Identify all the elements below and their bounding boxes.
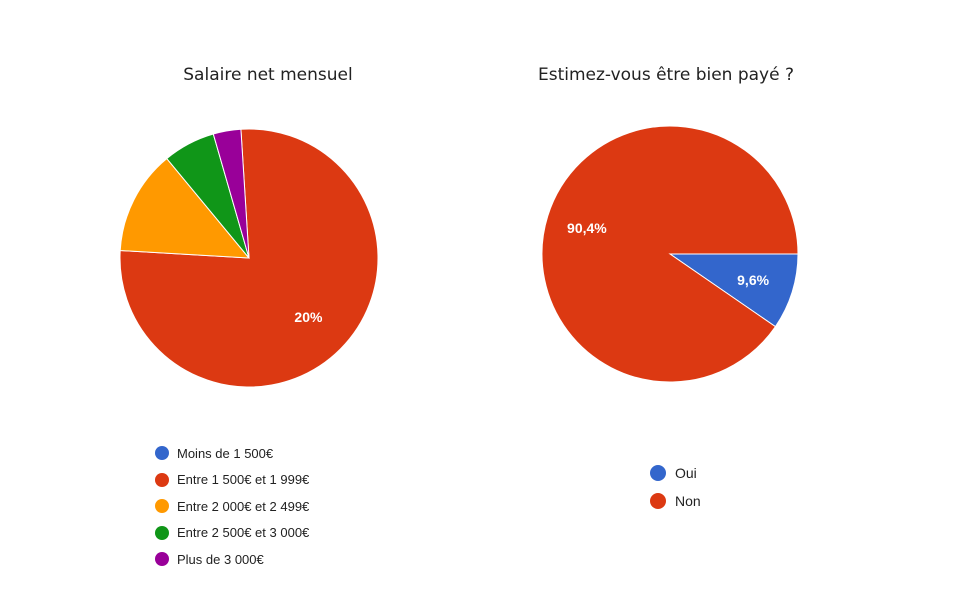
pie-slice-oui[interactable] [668,253,799,328]
pie-slice-plus-de-3-000eur[interactable] [212,128,250,259]
legend-label: Plus de 3 000€ [177,551,264,567]
legend-label: Entre 2 000€ et 2 499€ [177,498,310,514]
legend-swatch-icon [650,493,666,509]
pie-slice-entre-1-500eur-et-1-999eur[interactable] [119,128,379,388]
legend-label: Entre 2 500€ et 3 000€ [177,525,310,541]
legend-swatch-icon [650,465,666,481]
legend-swatch-icon [155,525,169,540]
legend-bien-paye: Oui Non [650,459,701,515]
legend-item-oui[interactable]: Oui [650,459,701,487]
legend-salaire: Moins de 1 500€ Entre 1 500€ et 1 999€ Ent… [155,440,309,573]
pie-slice-entre-2-000eur-et-2-499eur[interactable] [119,157,251,259]
legend-item-entre-2-000eur-et-2-499eur[interactable]: Entre 2 000€ et 2 499€ [155,493,309,520]
legend-label: Moins de 1 500€ [177,445,274,461]
legend-label: Non [675,493,701,509]
legend-item-non[interactable]: Non [650,487,701,515]
legend-item-moins-de-1-500eur[interactable]: Moins de 1 500€ [155,440,309,467]
legend-swatch-icon [155,552,169,567]
slice-label-entre-1-500eur-et-1-999eur: 20% [294,309,323,325]
pie-slice-non[interactable] [541,125,799,383]
legend-swatch-icon [155,446,169,461]
legend-item-entre-2-500eur-et-3-000eur[interactable]: Entre 2 500€ et 3 000€ [155,520,309,547]
legend-swatch-icon [155,499,169,514]
chart-title-bien-paye: Estimez-vous être bien payé ? [537,65,795,85]
slice-label-oui: 9,6% [737,272,769,288]
legend-item-plus-de-3-000eur[interactable]: Plus de 3 000€ [155,546,309,573]
legend-swatch-icon [155,472,169,487]
chart-title-salaire: Salaire net mensuel [183,65,353,85]
slice-label-non: 90,4% [567,220,607,236]
legend-label: Oui [675,465,697,481]
legend-label: Entre 1 500€ et 1 999€ [177,472,310,488]
legend-item-entre-1-500eur-et-1-999eur[interactable]: Entre 1 500€ et 1 999€ [155,467,309,494]
